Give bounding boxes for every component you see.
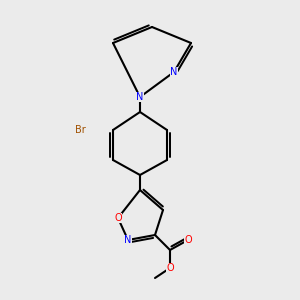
Text: N: N	[124, 235, 132, 245]
Text: Br: Br	[75, 125, 86, 135]
Text: O: O	[166, 263, 174, 273]
Text: N: N	[170, 67, 178, 77]
Text: N: N	[136, 92, 144, 102]
Text: O: O	[114, 213, 122, 223]
Text: O: O	[184, 235, 192, 245]
